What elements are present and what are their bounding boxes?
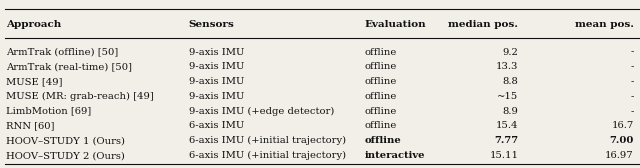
Text: -: - (630, 107, 634, 116)
Text: ~15: ~15 (497, 92, 518, 101)
Text: 6-axis IMU: 6-axis IMU (189, 121, 244, 131)
Text: offline: offline (365, 48, 397, 57)
Text: -: - (630, 62, 634, 71)
Text: 15.4: 15.4 (496, 121, 518, 131)
Text: -: - (630, 77, 634, 86)
Text: Sensors: Sensors (189, 20, 234, 29)
Text: offline: offline (365, 121, 397, 131)
Text: 16.97: 16.97 (605, 151, 634, 160)
Text: 9.2: 9.2 (502, 48, 518, 57)
Text: ArmTrak (real-time) [50]: ArmTrak (real-time) [50] (6, 62, 132, 71)
Text: 9-axis IMU: 9-axis IMU (189, 92, 244, 101)
Text: LimbMotion [69]: LimbMotion [69] (6, 107, 92, 116)
Text: 16.7: 16.7 (611, 121, 634, 131)
Text: 6-axis IMU (+initial trajectory): 6-axis IMU (+initial trajectory) (189, 151, 346, 160)
Text: Evaluation: Evaluation (365, 20, 426, 29)
Text: MUSE [49]: MUSE [49] (6, 77, 63, 86)
Text: 9-axis IMU: 9-axis IMU (189, 48, 244, 57)
Text: HOOV–STUDY 1 (Ours): HOOV–STUDY 1 (Ours) (6, 136, 125, 145)
Text: 8.9: 8.9 (502, 107, 518, 116)
Text: -: - (630, 48, 634, 57)
Text: offline: offline (365, 107, 397, 116)
Text: 7.77: 7.77 (494, 136, 518, 145)
Text: HOOV–STUDY 2 (Ours): HOOV–STUDY 2 (Ours) (6, 151, 125, 160)
Text: mean pos.: mean pos. (575, 20, 634, 29)
Text: 8.8: 8.8 (502, 77, 518, 86)
Text: offline: offline (365, 136, 401, 145)
Text: offline: offline (365, 62, 397, 71)
Text: 7.00: 7.00 (609, 136, 634, 145)
Text: 15.11: 15.11 (490, 151, 518, 160)
Text: 9-axis IMU: 9-axis IMU (189, 62, 244, 71)
Text: 13.3: 13.3 (496, 62, 518, 71)
Text: ArmTrak (offline) [50]: ArmTrak (offline) [50] (6, 48, 118, 57)
Text: interactive: interactive (365, 151, 426, 160)
Text: offline: offline (365, 92, 397, 101)
Text: 9-axis IMU: 9-axis IMU (189, 77, 244, 86)
Text: offline: offline (365, 77, 397, 86)
Text: MUSE (MR: grab-reach) [49]: MUSE (MR: grab-reach) [49] (6, 92, 154, 101)
Text: RNN [60]: RNN [60] (6, 121, 55, 131)
Text: Approach: Approach (6, 20, 61, 29)
Text: -: - (630, 92, 634, 101)
Text: 9-axis IMU (+edge detector): 9-axis IMU (+edge detector) (189, 107, 334, 116)
Text: median pos.: median pos. (449, 20, 518, 29)
Text: 6-axis IMU (+initial trajectory): 6-axis IMU (+initial trajectory) (189, 136, 346, 145)
